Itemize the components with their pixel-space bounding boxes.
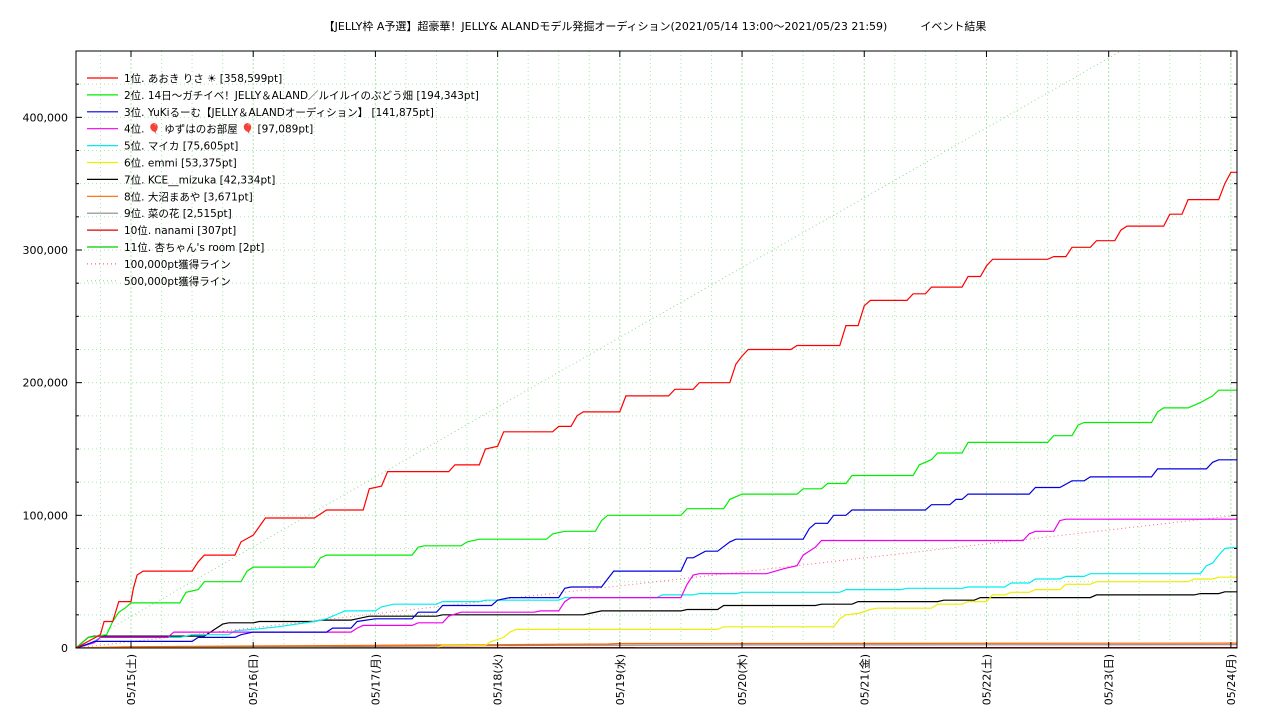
- legend-label: 10位. nanami [307pt]: [124, 224, 236, 237]
- legend-label: 9位. 菜の花 [2,515pt]: [124, 207, 232, 220]
- y-tick-label: 400,000: [23, 111, 69, 124]
- x-tick-label: 05/17(月): [369, 654, 382, 705]
- legend-label: 7位. KCE__mizuka [42,334pt]: [124, 173, 275, 186]
- x-tick-label: 05/20(木): [736, 654, 749, 705]
- x-tick-label: 05/18(火): [492, 654, 505, 705]
- chart-title: 【JELLY枠 A予選】超豪華！JELLY& ALANDモデル発掘オーディション…: [324, 19, 987, 33]
- legend-label: 100,000pt獲得ライン: [124, 258, 231, 271]
- legend-label: 500,000pt獲得ライン: [124, 275, 231, 288]
- series-line-6: [76, 576, 1237, 648]
- series-line-3: [76, 459, 1237, 648]
- reference-line-1: [76, 514, 1237, 648]
- x-tick-label: 05/19(水): [614, 654, 627, 705]
- legend: 1位. あおき りさ ☀ [358,599pt] 2位. 14日〜ガチイベ！JEL…: [87, 72, 479, 288]
- x-tick-label: 05/22(土): [980, 654, 993, 705]
- series-line-5: [76, 547, 1237, 648]
- legend-label: 11位. 杏ちゃん's room [2pt]: [124, 241, 264, 254]
- y-tick-label: 100,000: [23, 509, 69, 522]
- series-line-7: [76, 591, 1237, 648]
- x-tick-label: 05/24(月): [1225, 654, 1238, 705]
- legend-label: 8位. 大沼まあや [3,671pt]: [124, 190, 253, 203]
- reference-line-2: [76, 51, 1122, 648]
- x-tick-label: 05/23(日): [1103, 654, 1116, 705]
- grid: [76, 51, 1237, 648]
- legend-label: 2位. 14日〜ガチイベ！JELLY＆ALAND／ルイルイのぶどう畑 [194,…: [124, 89, 479, 102]
- y-tick-label: 0: [61, 642, 68, 655]
- legend-label: 3位. YuKiるーむ【JELLY＆ALANDオーディション】 [141,875…: [124, 106, 434, 119]
- x-tick-label: 05/16(日): [247, 654, 260, 705]
- legend-label: 5位. マイカ [75,605pt]: [124, 140, 238, 153]
- legend-label: 1位. あおき りさ ☀ [358,599pt]: [124, 72, 282, 85]
- series-line-4: [76, 518, 1237, 648]
- axes: 0 100,000 200,000 300,000 400,000 05/15(土) 05/…: [23, 51, 1238, 705]
- series-line-2: [76, 389, 1237, 648]
- y-tick-label: 200,000: [23, 377, 69, 390]
- series-line-1: [76, 171, 1237, 648]
- x-tick-label: 05/15(土): [125, 654, 138, 705]
- legend-label: 6位. emmi [53,375pt]: [124, 157, 237, 170]
- y-tick-label: 300,000: [23, 244, 69, 257]
- legend-label: 4位. 🎈 ゆずはのお部屋 🎈 [97,089pt]: [124, 123, 313, 136]
- x-tick-label: 05/21(金): [857, 654, 871, 705]
